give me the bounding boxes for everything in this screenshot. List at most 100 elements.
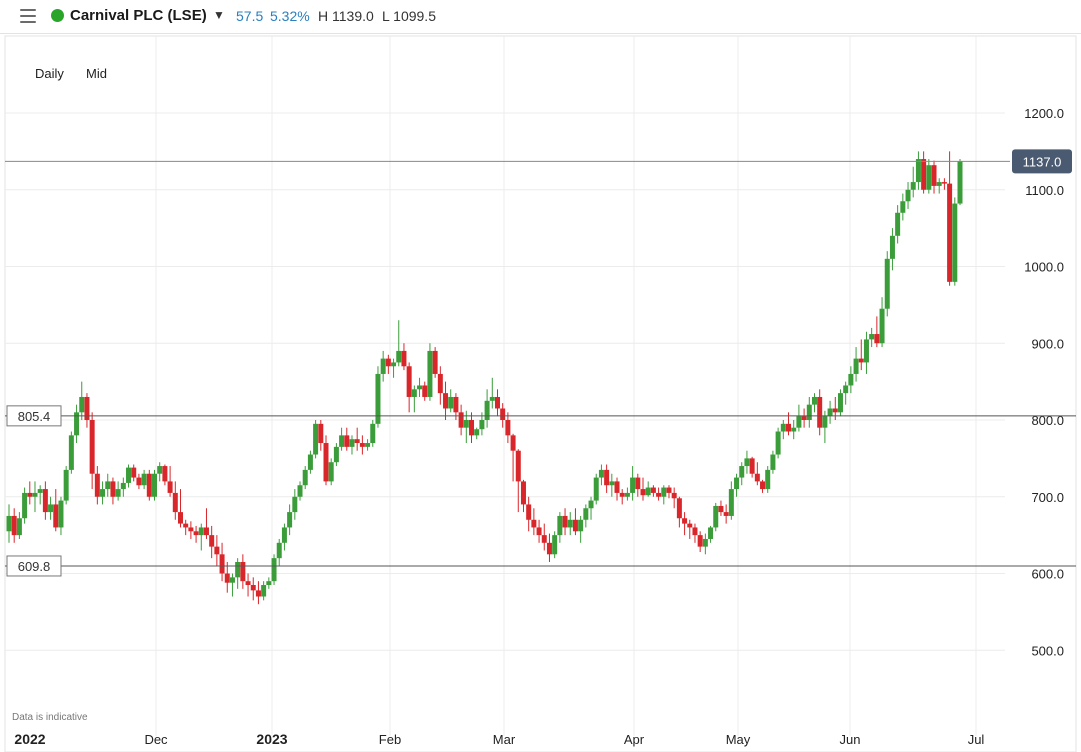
candle-body [469,420,475,436]
candle [219,542,225,582]
candle-body [531,519,537,528]
candle [520,479,526,513]
candle [915,151,921,190]
candle [926,159,932,194]
instrument-dropdown-icon[interactable]: ▼ [213,8,225,22]
candle-body [666,487,672,493]
candle [765,466,771,493]
candle [385,354,391,374]
candle [401,343,407,371]
candle-body [115,489,121,497]
candle-body [219,554,225,574]
candle [931,160,937,194]
candle [811,393,817,413]
y-tick-label: 600.0 [1031,567,1064,582]
candle-body [198,527,204,536]
candle-body [786,423,792,432]
candle-body [323,443,329,482]
candle [848,366,854,394]
candle-body [796,416,802,428]
candle [349,435,355,455]
candle-body [479,420,485,430]
candle [541,523,547,551]
candle [713,502,719,532]
candle-body [588,500,594,509]
candle [552,531,558,559]
candle [297,481,303,501]
candle-body [287,512,293,528]
candle [666,485,672,499]
hamburger-menu-icon[interactable] [20,9,36,23]
candle-body [952,203,958,282]
candle-body [915,159,921,183]
candle-body [250,585,256,591]
candle [48,496,54,520]
level-label-box [6,555,62,577]
last-price-badge [1012,149,1072,174]
candle-body [936,182,942,186]
candle-body [385,358,391,367]
x-tick-label: Jun [840,732,861,747]
instrument-title[interactable]: Carnival PLC (LSE) [70,7,207,24]
price-change: 57.5 [236,8,264,24]
candle [250,577,256,601]
candle [609,473,615,497]
candle [469,412,475,444]
candle-body [702,538,708,547]
candle-body [141,473,147,486]
x-tick-label: Apr [624,732,645,747]
candle-body [401,350,407,367]
candle-body [84,396,90,420]
candle-body [53,504,59,528]
candle-body [110,481,116,497]
candle [489,377,495,409]
candle-body [780,423,786,432]
candle-body [380,358,386,374]
candle-body [214,546,220,555]
candle-body [344,435,350,447]
candle [437,366,443,405]
candle-body [811,396,817,405]
candle-body [572,519,578,532]
candle-body [676,498,682,519]
candle [313,420,319,459]
candle [344,427,350,451]
candle-body [276,542,282,559]
candle-body [474,429,480,436]
candle-body [74,412,80,436]
candle-body [126,467,132,483]
candle-body [432,350,438,374]
price-type-selector[interactable]: Mid [86,66,107,81]
candle-body [749,458,755,474]
price-change-percent: 5.32% [270,8,310,24]
candle-body [6,515,12,532]
candle [224,561,230,593]
candle [572,508,578,536]
candle-body [734,477,740,490]
candle [411,385,417,413]
candle [775,427,781,459]
candle-body [448,396,454,409]
candle [635,473,641,497]
candle-body [604,469,610,486]
candle-body [391,362,397,367]
candle [131,464,137,482]
candle-body [905,189,911,202]
candle-body [900,201,906,213]
candle [53,489,59,532]
candle-body [37,489,43,493]
candle [843,381,849,405]
interval-selector[interactable]: Daily [35,66,64,81]
candle [323,435,329,486]
candle [791,420,797,440]
candle [760,479,766,493]
candle [676,496,682,528]
candle [375,366,381,428]
candle-body [349,439,355,447]
candle-body [822,416,828,428]
candle-body [635,477,641,490]
candle [728,481,734,520]
candle-body [718,505,724,513]
candle [229,573,235,597]
